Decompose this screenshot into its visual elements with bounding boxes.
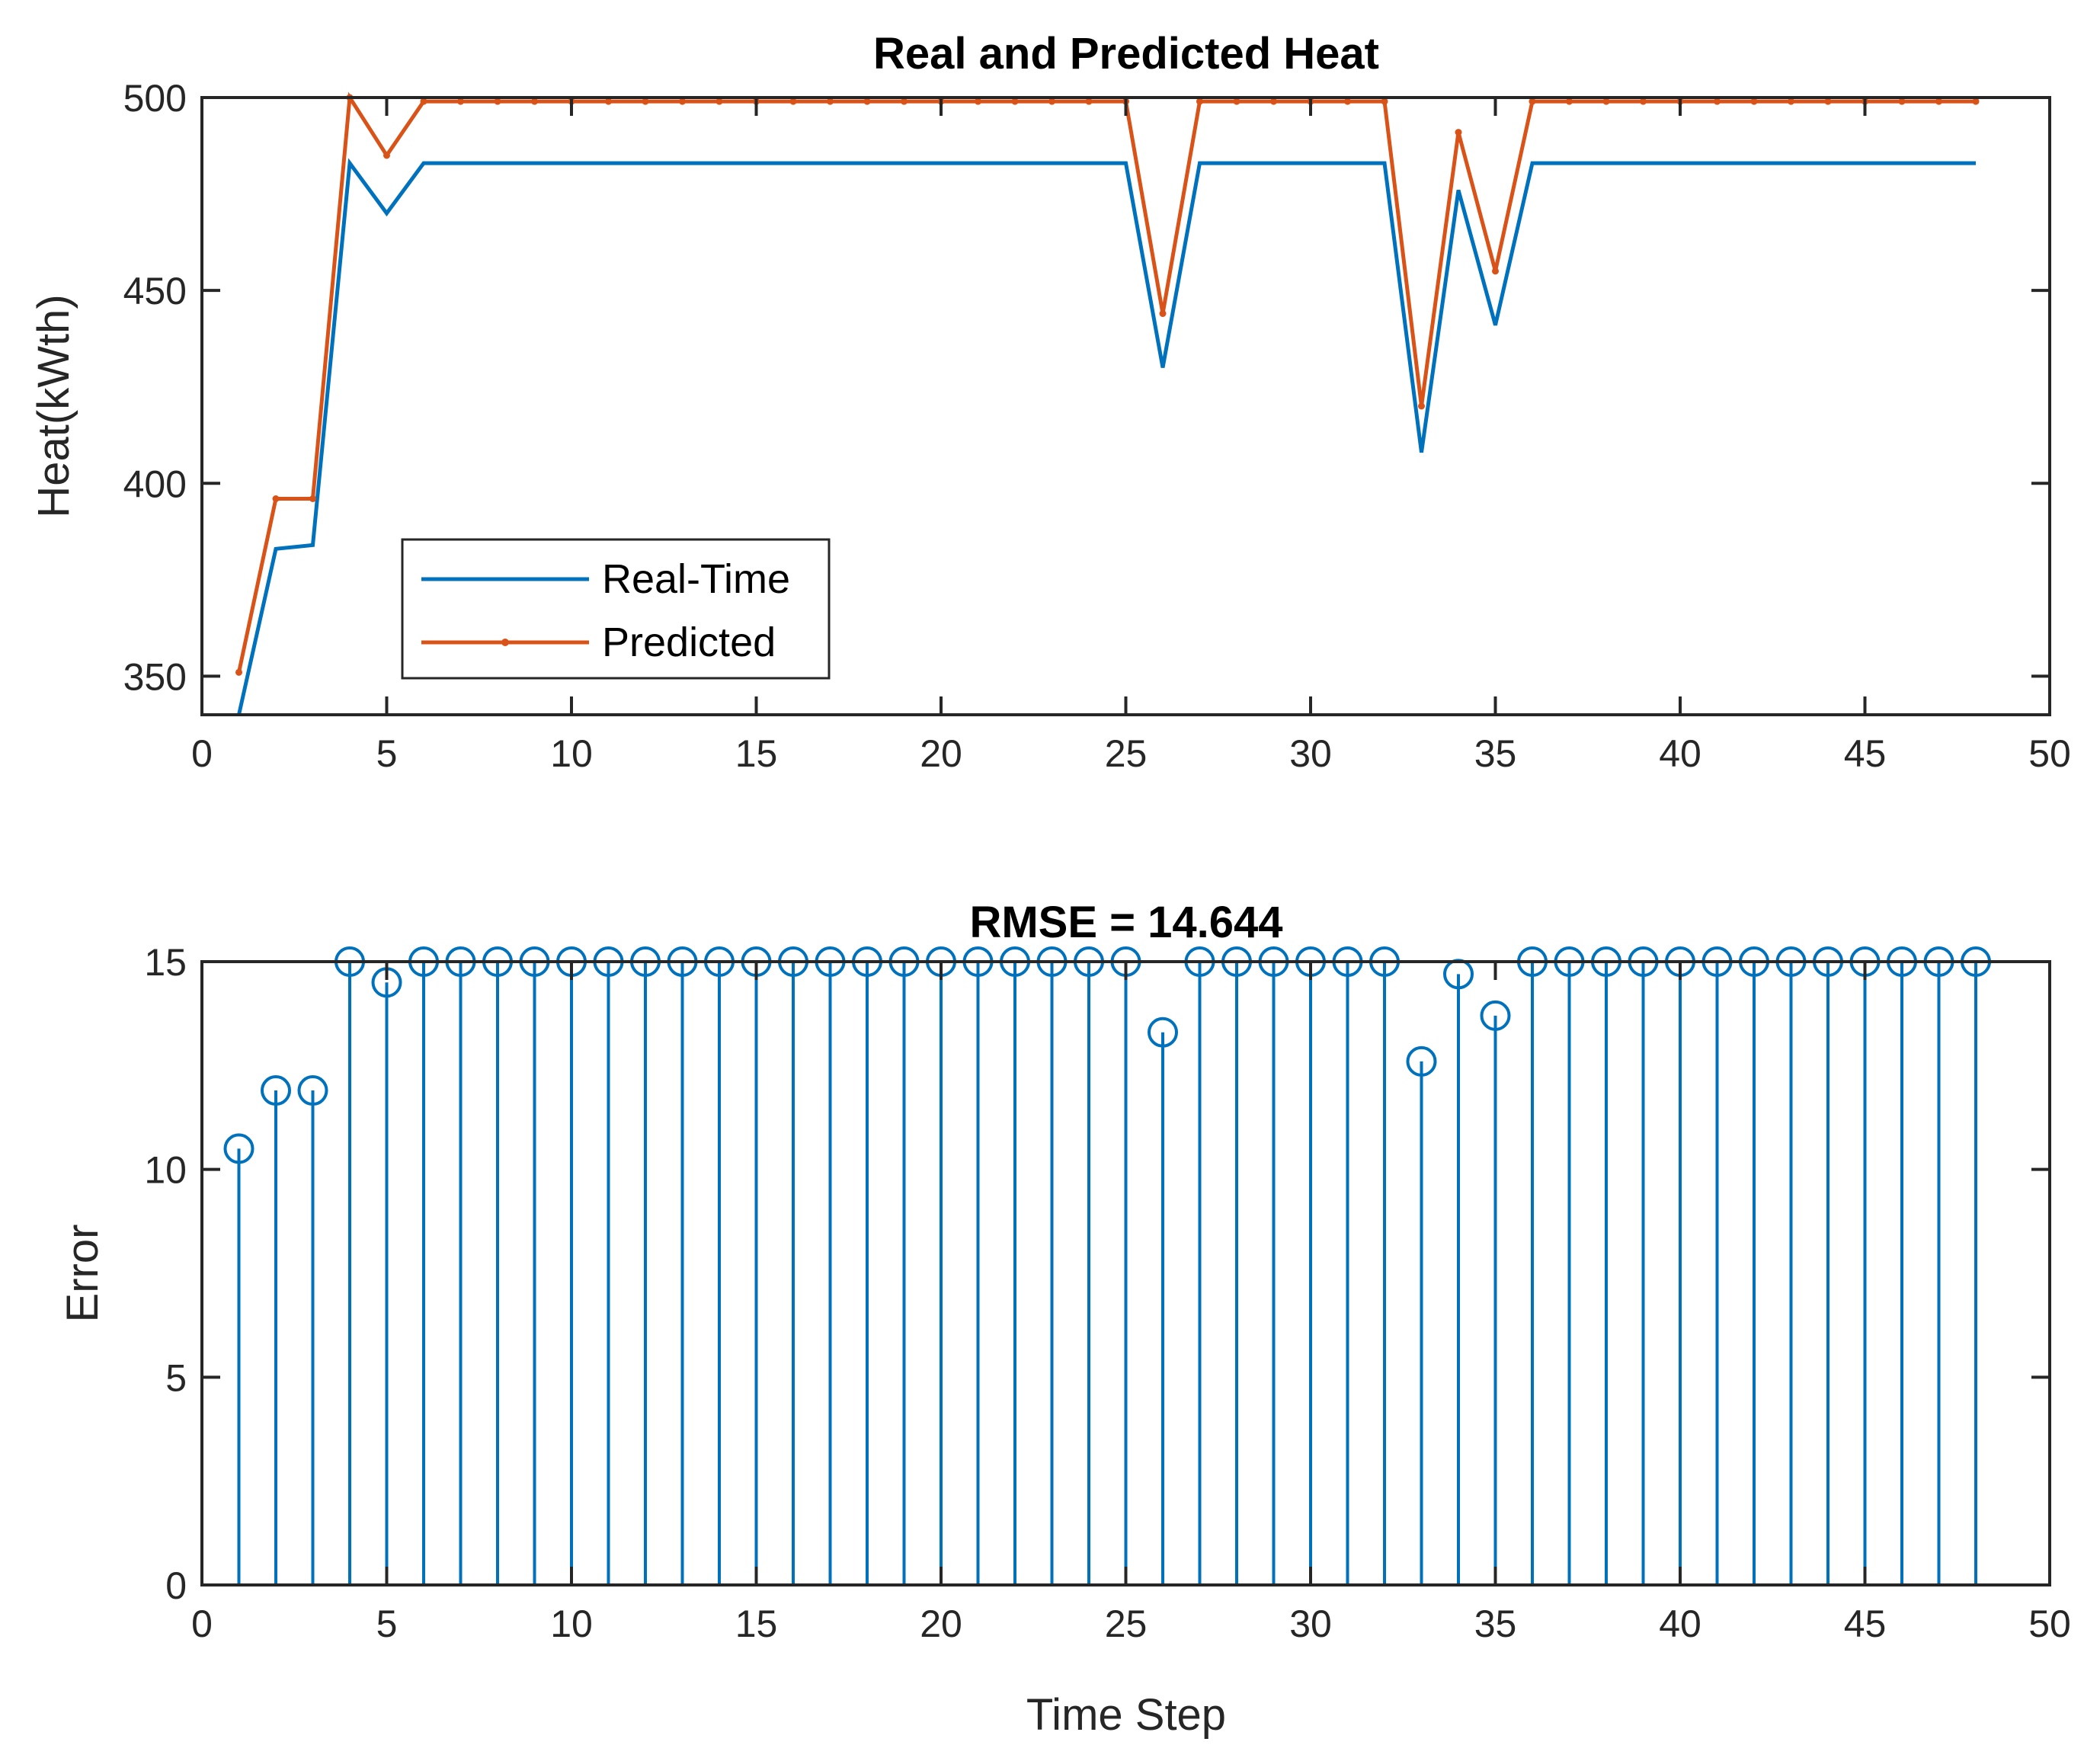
data-point-predicted (1898, 98, 1906, 105)
data-point-predicted (1344, 98, 1351, 105)
data-point-predicted (1011, 98, 1019, 105)
heat-subplot: 0 5 10 15 20 25 30 35 40 45 50 350 400 450 500 Real an… (29, 29, 2071, 775)
error-ticks-layer: 0 5 10 15 20 25 30 35 40 45 50 0 5 10 15 (144, 941, 2070, 1645)
heat-y-tick-label: 400 (123, 463, 187, 505)
data-point-predicted (1972, 98, 1980, 105)
legend-label-predicted: Predicted (602, 620, 776, 665)
heat-y-axis-label: Heat(kWth) (29, 294, 78, 517)
data-point-predicted (1529, 98, 1536, 105)
error-plot-title: RMSE = 14.644 (969, 898, 1282, 947)
heat-x-tick-label: 10 (550, 732, 593, 775)
data-point-predicted (789, 98, 797, 105)
data-point-predicted (1196, 98, 1203, 105)
error-x-tick-label: 35 (1474, 1603, 1517, 1645)
error-stem-marker (1406, 1045, 1437, 1077)
error-x-tick-label: 5 (376, 1603, 398, 1645)
series-line-real-time (237, 158, 1976, 716)
data-point-predicted (1418, 402, 1425, 410)
legend-label-real-time: Real-Time (602, 556, 790, 602)
heat-y-tick-label: 350 (123, 655, 187, 698)
heat-x-tick-label: 50 (2028, 732, 2071, 775)
data-point-predicted (1788, 98, 1794, 105)
heat-ticks-layer: 0 5 10 15 20 25 30 35 40 45 50 350 400 450 500 (123, 77, 2071, 775)
data-point-predicted (1566, 98, 1573, 105)
error-subplot: 0 5 10 15 20 25 30 35 40 45 50 0 5 10 15 RMSE = 14.644… (58, 898, 2071, 1740)
heat-x-tick-label: 15 (735, 732, 778, 775)
data-point-predicted (1750, 98, 1758, 105)
heat-x-tick-label: 5 (376, 732, 398, 775)
data-point-predicted (827, 98, 834, 105)
heat-x-tick-label: 40 (1659, 732, 1701, 775)
data-point-predicted (383, 152, 390, 159)
data-point-predicted (1824, 98, 1832, 105)
data-point-predicted (1935, 98, 1942, 105)
data-point-predicted (1714, 98, 1721, 105)
error-stem-marker (1480, 1000, 1511, 1031)
data-point-predicted (863, 98, 871, 105)
error-x-tick-label: 20 (920, 1603, 962, 1645)
error-x-tick-label: 50 (2028, 1603, 2071, 1645)
data-point-predicted (642, 98, 649, 105)
data-point-predicted (1085, 98, 1093, 105)
legend-marker-predicted (501, 639, 509, 646)
data-point-predicted (901, 98, 908, 105)
error-stem-marker (261, 1075, 291, 1106)
data-point-predicted (309, 495, 316, 502)
error-x-tick-label: 10 (550, 1603, 593, 1645)
error-y-axis-label: Error (58, 1225, 107, 1323)
data-point-predicted (1048, 98, 1055, 105)
error-y-tick-label: 0 (165, 1564, 187, 1607)
error-x-tick-label: 25 (1105, 1603, 1148, 1645)
data-point-predicted (235, 668, 242, 676)
heat-series-layer (235, 91, 1980, 716)
legend-box (401, 538, 831, 680)
heat-x-tick-label: 20 (920, 732, 962, 775)
data-point-predicted (679, 98, 686, 105)
data-point-predicted (272, 495, 280, 502)
heat-legend: Real-Time Predicted (401, 538, 831, 680)
data-point-predicted (715, 98, 723, 105)
heat-x-tick-label: 30 (1289, 732, 1332, 775)
data-point-predicted (1492, 267, 1499, 275)
data-point-predicted (1602, 98, 1610, 105)
data-point-predicted (1270, 98, 1277, 105)
error-y-tick-label: 10 (144, 1149, 187, 1192)
data-point-predicted (975, 98, 981, 105)
heat-x-tick-label: 35 (1474, 732, 1517, 775)
error-stem-marker (297, 1075, 328, 1106)
data-point-predicted (1381, 98, 1388, 105)
heat-plot-title: Real and Predicted Heat (873, 29, 1379, 78)
error-x-axis-label: Time Step (1026, 1690, 1226, 1740)
error-y-tick-label: 15 (144, 941, 187, 984)
error-x-tick-label: 15 (735, 1603, 778, 1645)
error-x-tick-label: 0 (191, 1603, 213, 1645)
error-x-tick-label: 40 (1659, 1603, 1701, 1645)
data-point-predicted (420, 98, 427, 105)
data-point-predicted (1233, 98, 1240, 105)
error-stem-marker (1148, 1017, 1178, 1048)
data-point-predicted (1159, 310, 1167, 317)
heat-x-tick-label: 25 (1105, 732, 1148, 775)
data-point-predicted (531, 98, 538, 105)
data-point-predicted (1455, 129, 1462, 136)
error-stem-marker (223, 1133, 254, 1164)
heat-y-tick-label: 450 (123, 270, 187, 312)
series-line-predicted (237, 91, 1976, 673)
data-point-predicted (494, 98, 501, 105)
heat-y-tick-label: 500 (123, 77, 187, 120)
data-point-predicted (605, 98, 612, 105)
error-y-tick-label: 5 (165, 1356, 187, 1399)
error-x-tick-label: 45 (1844, 1603, 1887, 1645)
data-point-predicted (1640, 98, 1647, 105)
data-point-predicted (457, 98, 464, 105)
heat-x-tick-label: 45 (1844, 732, 1887, 775)
error-x-tick-label: 30 (1289, 1603, 1332, 1645)
heat-x-tick-label: 0 (191, 732, 213, 775)
